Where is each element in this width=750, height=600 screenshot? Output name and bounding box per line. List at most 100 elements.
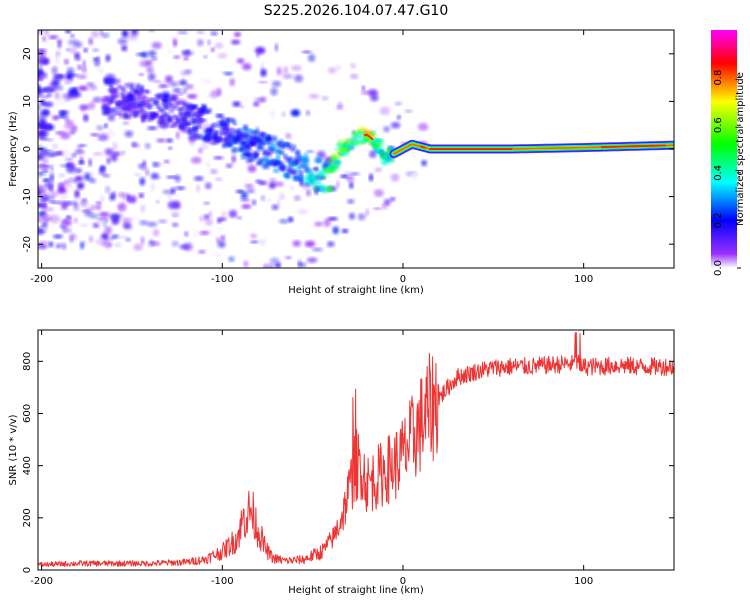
noise-blob	[38, 84, 41, 90]
noise-blob	[65, 158, 74, 161]
noise-blob	[291, 65, 302, 71]
noise-blob	[374, 167, 382, 172]
ridge-blob	[327, 186, 333, 191]
ridge-blob	[240, 146, 246, 152]
colorbar: 0.0 0.2 0.4 0.6 0.8 Normalized spectral ampl…	[711, 30, 746, 276]
noise-blob	[96, 125, 104, 131]
noise-blob	[44, 58, 49, 65]
ridge-blob	[256, 144, 265, 151]
noise-blob	[105, 54, 111, 62]
ridge-blob	[281, 166, 285, 171]
ridge-blob	[111, 93, 120, 99]
noise-blob	[270, 87, 278, 96]
noise-blob	[124, 130, 134, 138]
ridge-blob	[165, 122, 169, 128]
noise-blob	[38, 183, 42, 189]
noise-blob	[131, 142, 140, 148]
noise-blob	[148, 14, 155, 22]
noise-blob	[217, 53, 228, 59]
noise-blob	[369, 150, 377, 158]
noise-blob	[47, 213, 51, 218]
noise-blob	[140, 236, 145, 245]
noise-blob	[206, 161, 211, 168]
noise-blob	[99, 30, 104, 35]
noise-blob	[134, 23, 141, 27]
noise-blob	[152, 228, 160, 237]
x-tick-label: 0	[400, 576, 406, 587]
noise-blob	[141, 166, 148, 171]
ridge-blob	[320, 187, 327, 193]
ridge-blob	[303, 156, 310, 163]
noise-blob	[404, 109, 413, 113]
ridge-blob	[183, 103, 187, 109]
noise-blob	[316, 150, 326, 159]
noise-blob	[69, 233, 77, 241]
noise-blob	[338, 102, 343, 108]
ridge-blob	[290, 168, 297, 173]
noise-blob	[234, 32, 241, 37]
colorbar-tick-label: 0.6	[713, 117, 724, 133]
noise-blob	[184, 84, 194, 90]
noise-blob	[327, 67, 337, 74]
noise-blob	[134, 173, 141, 177]
noise-blob	[39, 30, 44, 31]
noise-blob	[77, 86, 89, 91]
noise-blob	[52, 144, 58, 149]
noise-blob	[250, 240, 259, 244]
noise-blob	[347, 199, 355, 204]
ridge-blob	[267, 141, 273, 146]
noise-blob	[92, 222, 100, 228]
noise-blob	[166, 175, 178, 179]
spectrogram-x-ticks: -200 -100 0 100	[30, 30, 593, 285]
noise-blob	[61, 219, 72, 227]
ridge-blob	[384, 159, 393, 164]
noise-blob	[45, 138, 54, 142]
noise-blob	[45, 207, 54, 211]
ridge-blob	[142, 114, 149, 118]
noise-blob	[82, 59, 86, 68]
noise-blob	[60, 20, 64, 28]
noise-blob	[307, 54, 316, 62]
noise-blob	[290, 109, 300, 117]
ridge-blob	[147, 104, 153, 109]
noise-blob	[103, 173, 111, 178]
ridge-blob	[295, 149, 301, 156]
ridge-blob	[128, 82, 135, 89]
noise-blob	[117, 38, 128, 45]
noise-blob	[68, 177, 72, 182]
noise-blob	[42, 169, 49, 173]
noise-blob	[321, 96, 329, 101]
colorbar-tick-label: 0.0	[713, 260, 724, 276]
noise-blob	[196, 31, 205, 34]
noise-blob	[278, 219, 289, 224]
ridge-blob	[161, 119, 166, 124]
ridge-blob	[156, 93, 163, 99]
ridge-blob	[131, 104, 138, 111]
ridge-blob	[252, 130, 259, 136]
noise-blob	[60, 193, 68, 200]
noise-blob	[194, 176, 204, 181]
noise-blob	[207, 39, 211, 46]
noise-blob	[193, 20, 198, 26]
noise-blob	[350, 63, 356, 69]
ridge-blob	[226, 141, 233, 148]
noise-blob	[62, 7, 72, 12]
noise-blob	[169, 81, 179, 87]
snr-panel: -200 -100 0 100 0 200 400 600 800 Height of str…	[8, 329, 675, 596]
noise-blob	[294, 74, 303, 83]
noise-blob	[203, 55, 208, 59]
ridge-blob	[184, 114, 190, 119]
noise-blob	[127, 195, 137, 204]
ridge-blob	[177, 116, 181, 123]
ridge-blob	[231, 128, 235, 134]
noise-blob	[97, 133, 109, 141]
noise-blob	[270, 110, 275, 118]
noise-blob	[121, 45, 128, 52]
ridge-blob	[298, 175, 305, 180]
noise-blob	[92, 48, 99, 52]
noise-blob	[70, 125, 78, 132]
noise-blob	[228, 209, 238, 218]
noise-blob	[51, 66, 58, 75]
noise-blob	[220, 211, 227, 218]
noise-blob	[42, 198, 49, 201]
